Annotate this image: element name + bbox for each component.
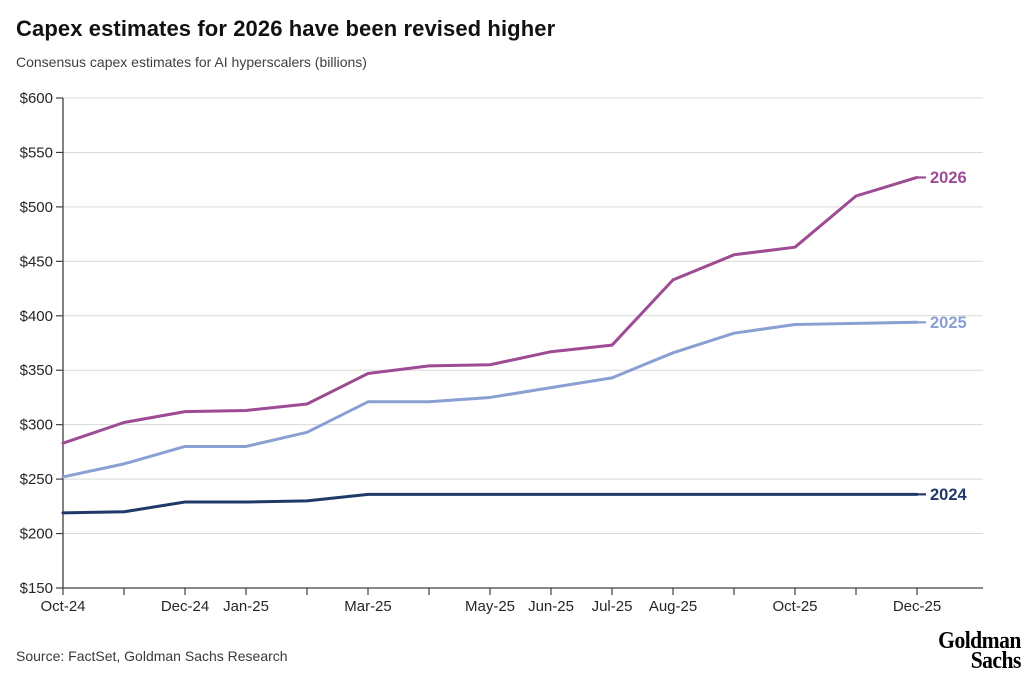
series-line-2024 [61, 492, 919, 515]
y-axis-tick-label: $350 [20, 362, 53, 379]
x-axis-tick-label: Dec-25 [893, 598, 941, 615]
x-axis-tick-label: Aug-25 [649, 598, 697, 615]
series-line-2026 [61, 175, 919, 445]
y-axis-tick-label: $200 [20, 526, 53, 543]
y-axis-tick-label: $150 [20, 580, 53, 597]
y-axis-tick-label: $600 [20, 90, 53, 107]
series-line-2025 [61, 320, 919, 479]
chart-subtitle: Consensus capex estimates for AI hypersc… [16, 54, 367, 70]
y-axis-tick-label: $400 [20, 308, 53, 325]
x-axis-tick-label: Mar-25 [344, 598, 392, 615]
y-axis-tick-label: $250 [20, 471, 53, 488]
x-axis-tick-label: Dec-24 [161, 598, 209, 615]
x-axis-tick-label: Jan-25 [223, 598, 269, 615]
x-axis-tick-label: Oct-24 [40, 598, 85, 615]
series-label-2024: 2024 [930, 486, 968, 504]
series-label-2026: 2026 [930, 169, 967, 187]
goldman-sachs-logo: Goldman Sachs [938, 628, 1022, 674]
y-axis-tick-label: $300 [20, 417, 53, 434]
x-axis-tick-label: Jul-25 [592, 598, 633, 615]
chart-title: Capex estimates for 2026 have been revis… [16, 16, 556, 41]
y-axis-tick-label: $550 [20, 144, 53, 161]
logo-line-2: Sachs [970, 648, 1022, 674]
source-note: Source: FactSet, Goldman Sachs Research [16, 648, 288, 664]
logo-line-1: Goldman [938, 628, 1021, 654]
series-label-2025: 2025 [930, 314, 967, 332]
x-axis-tick-label: May-25 [465, 598, 515, 615]
y-axis-tick-label: $450 [20, 253, 53, 270]
x-axis-tick-label: Oct-25 [772, 598, 817, 615]
x-axis-tick-label: Jun-25 [528, 598, 574, 615]
y-axis-tick-label: $500 [20, 199, 53, 216]
